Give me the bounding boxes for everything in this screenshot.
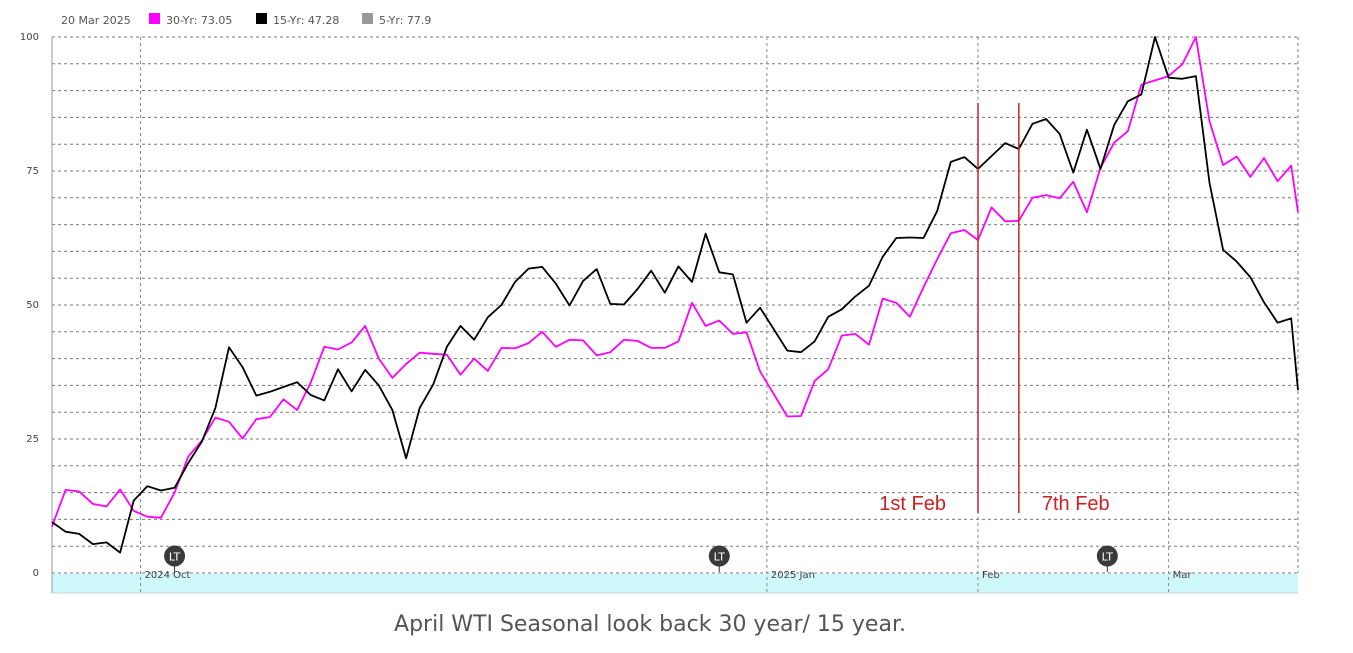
x-tick-label: 2024 Oct <box>145 570 191 581</box>
legend-swatch-5yr <box>362 13 373 24</box>
legend-label-30yr: 30-Yr: 73.05 <box>166 14 232 27</box>
legend-swatch-30yr <box>149 13 160 24</box>
annotation-label: 7th Feb <box>1042 493 1110 515</box>
legend-date: 20 Mar 2025 <box>61 14 131 27</box>
series-line-15yr <box>51 36 1299 554</box>
lt-marker-label: LT <box>1102 551 1114 564</box>
y-tick-label: 25 <box>26 434 39 445</box>
y-tick-label: 100 <box>20 32 39 43</box>
legend-label-5yr: 5-Yr: 77.9 <box>379 14 431 27</box>
x-tick-label: 2025 Jan <box>771 570 815 581</box>
y-tick-label: 0 <box>33 568 39 579</box>
series-line-30yr <box>51 36 1299 527</box>
timeline-band <box>52 574 1298 593</box>
legend: 20 Mar 2025 30-Yr: 73.05 15-Yr: 47.28 5-… <box>61 13 431 27</box>
legend-swatch-15yr <box>256 13 267 24</box>
x-tick-label: Mar <box>1173 570 1193 581</box>
chart-caption: April WTI Seasonal look back 30 year/ 15… <box>394 612 906 637</box>
lt-marker-icon <box>1096 545 1118 567</box>
legend-label-15yr: 15-Yr: 47.28 <box>273 14 339 27</box>
lt-marker-label: LT <box>714 551 726 564</box>
lt-marker-icon <box>708 545 730 567</box>
y-tick-label: 75 <box>26 166 39 177</box>
annotation-label: 1st Feb <box>879 493 946 515</box>
y-tick-label: 50 <box>26 300 39 311</box>
x-tick-label: Feb <box>982 570 1000 581</box>
lt-marker-label: LT <box>169 551 181 564</box>
lt-marker-icon <box>164 545 186 567</box>
plot-area: 0 25 50 75 100 2024 Oct 2025 Jan Feb Mar 1st Feb 7… <box>20 32 1299 594</box>
